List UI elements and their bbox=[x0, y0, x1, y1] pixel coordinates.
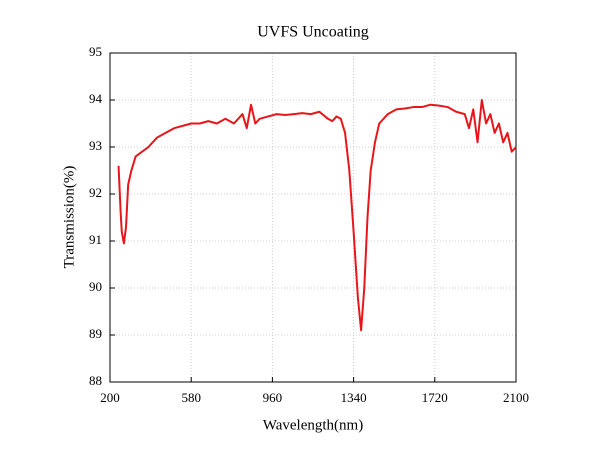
x-axis-title: Wavelength(nm) bbox=[263, 417, 363, 433]
plot-frame bbox=[109, 52, 517, 383]
y-tick-label: 95 bbox=[89, 44, 102, 59]
y-tick-label: 93 bbox=[89, 138, 102, 153]
y-axis-title: Transmission(%) bbox=[61, 166, 77, 269]
x-tick-label: 2100 bbox=[503, 390, 529, 405]
y-tick-label: 94 bbox=[89, 91, 103, 106]
x-tick-label: 580 bbox=[181, 390, 201, 405]
y-tick-label: 88 bbox=[89, 373, 102, 388]
x-tick-label: 960 bbox=[263, 390, 283, 405]
x-tick-label: 200 bbox=[100, 390, 120, 405]
y-tick-label: 91 bbox=[89, 232, 102, 247]
x-tick-label: 1720 bbox=[422, 390, 448, 405]
data-line bbox=[117, 99, 517, 332]
y-tick-label: 92 bbox=[89, 185, 102, 200]
y-tick-label: 89 bbox=[89, 326, 102, 341]
x-tick-label: 1340 bbox=[341, 390, 367, 405]
y-tick-label: 90 bbox=[89, 279, 102, 294]
chart-title: UVFS Uncoating bbox=[257, 24, 369, 41]
